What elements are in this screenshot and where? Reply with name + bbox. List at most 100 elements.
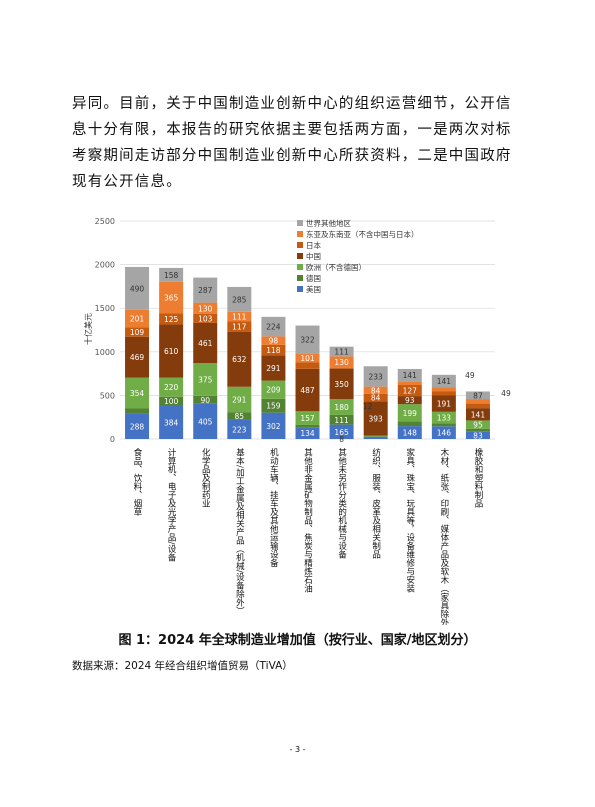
bar-segment xyxy=(431,391,456,396)
figure-caption: 图 1：2024 年全球制造业增加值（按行业、国家/地区划分） xyxy=(118,633,477,648)
data-label: 180 xyxy=(334,403,349,412)
y-axis-label: 十亿美元 xyxy=(83,313,93,345)
data-label: 100 xyxy=(164,397,179,406)
x-tick-label: 其他未另作分类的机械与设备 xyxy=(337,448,347,559)
bar-segment xyxy=(397,396,422,405)
bar-segment xyxy=(465,428,490,432)
data-label: 103 xyxy=(198,314,213,323)
legend-swatch xyxy=(297,242,303,248)
bar-stacks xyxy=(125,266,490,439)
body-paragraph: 异同。目前，关于中国制造业创新中心的组织运营细节，公开信 息十分有限，本报告的研… xyxy=(72,91,524,195)
y-tick-label: 500 xyxy=(100,391,115,400)
bar-segment xyxy=(397,385,422,397)
bar-segment xyxy=(125,336,150,378)
outside-data-label: 49 xyxy=(465,371,475,380)
data-label: 125 xyxy=(164,315,179,324)
legend-swatch xyxy=(297,275,303,281)
data-source-note: 数据来源：2024 年经合组织增值贸易（TiVA） xyxy=(72,660,293,672)
bar-segment xyxy=(397,421,422,427)
bar-segment xyxy=(159,313,184,325)
bar-segment xyxy=(363,393,388,402)
data-label: 199 xyxy=(403,409,418,418)
bar-segment xyxy=(159,396,184,406)
bar-segment xyxy=(431,387,456,392)
legend-swatch xyxy=(297,264,303,270)
bar-segment xyxy=(261,344,286,356)
bar-segment xyxy=(261,336,286,345)
data-label: 84 xyxy=(371,394,381,403)
x-tick-label: 化学品及制药业 xyxy=(200,447,210,507)
data-label: 490 xyxy=(130,284,145,293)
stacked-bar-chart: 0 500 1000 1500 2000 2500 288 354 469 109 201 490 3… xyxy=(83,217,511,625)
data-label: 130 xyxy=(198,304,213,313)
legend-swatch xyxy=(297,220,303,226)
bar-segment xyxy=(431,395,456,412)
data-label: 118 xyxy=(266,346,281,355)
data-label: 209 xyxy=(266,386,281,395)
y-tick-label: 1000 xyxy=(95,348,115,357)
legend-label: 东亚及东南亚（不含中国与日本） xyxy=(306,229,419,239)
bar-segment xyxy=(227,286,252,312)
data-label: 83 xyxy=(473,431,483,440)
data-label: 220 xyxy=(164,383,179,392)
bar-segment xyxy=(295,424,320,428)
bar-segment xyxy=(159,324,184,378)
y-tick-labels: 0 500 1000 1500 2000 2500 xyxy=(95,217,115,444)
page-number: - 3 - xyxy=(289,745,306,754)
data-label: 302 xyxy=(266,422,281,431)
bar-segment xyxy=(227,412,252,420)
bar-segment xyxy=(465,420,490,429)
bar-segment xyxy=(329,424,354,439)
bar-segment xyxy=(159,281,184,314)
data-label: 287 xyxy=(198,286,213,295)
data-label: 469 xyxy=(130,353,145,362)
outside-data-label: 8 xyxy=(339,435,344,444)
body-line-1: 异同。目前，关于中国制造业创新中心的组织运营细节，公开信 xyxy=(72,96,512,112)
bar-segment xyxy=(295,325,320,354)
bar-segment xyxy=(193,395,218,404)
legend-swatch xyxy=(297,231,303,237)
bar-segment xyxy=(193,322,218,364)
bar-segment xyxy=(465,399,490,404)
bar-segment xyxy=(227,386,252,413)
bar-segment xyxy=(227,321,252,332)
data-label: 487 xyxy=(300,386,315,395)
data-label: 354 xyxy=(130,389,145,398)
bar-segment xyxy=(125,413,150,439)
data-label: 141 xyxy=(403,371,418,380)
bar-segment xyxy=(329,399,354,415)
bar-segment xyxy=(295,427,320,439)
data-label: 158 xyxy=(164,271,179,280)
bar-segment xyxy=(193,313,218,323)
data-label: 117 xyxy=(232,323,247,332)
legend-swatch xyxy=(297,286,303,292)
bar-segment xyxy=(363,386,388,394)
data-label: 84 xyxy=(371,386,381,395)
data-label: 365 xyxy=(164,294,179,303)
bar-segment xyxy=(465,431,490,439)
x-tick-label: 木材、纸张、印刷、媒体产品及软木（家具除外） xyxy=(439,447,449,625)
bar-segment xyxy=(329,356,354,368)
bar-segment xyxy=(329,368,354,400)
bar-segment xyxy=(261,398,286,413)
data-label: 101 xyxy=(300,354,315,363)
data-label: 157 xyxy=(300,414,315,423)
x-tick-label: 橡胶和塑料制品 xyxy=(473,447,483,508)
bar-segment xyxy=(125,327,150,337)
bar-segment xyxy=(431,423,456,427)
x-tick-label: 纺织、服装、皮革及相关制品 xyxy=(371,447,381,559)
bar-segment xyxy=(261,316,286,337)
data-label: 191 xyxy=(437,399,452,408)
legend-label: 中国 xyxy=(306,251,321,261)
bar-segment xyxy=(363,401,388,436)
data-label: 291 xyxy=(266,364,281,373)
bar-segment xyxy=(193,277,218,303)
bar-segment xyxy=(159,377,184,397)
bar-segment xyxy=(465,403,490,409)
bar-segment xyxy=(295,411,320,425)
bar-segment xyxy=(295,362,320,369)
bar-segment xyxy=(431,411,456,424)
x-tick-labels: 食品、饮料、烟草 计算机、电子及光学产品/设备 化学品及制药业 基本/加工金属及相关产… xyxy=(132,447,483,625)
legend-swatch xyxy=(297,253,303,259)
